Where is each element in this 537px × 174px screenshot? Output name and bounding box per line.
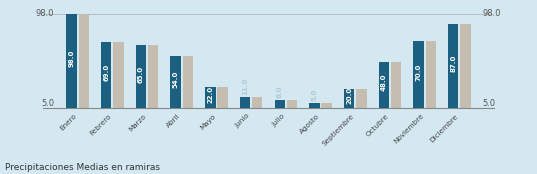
- Text: 69.0: 69.0: [103, 64, 110, 81]
- Text: 5.0: 5.0: [483, 99, 496, 108]
- Text: 8.0: 8.0: [277, 86, 283, 98]
- Text: 70.0: 70.0: [416, 63, 422, 81]
- Bar: [113, 42, 124, 108]
- Text: 87.0: 87.0: [450, 55, 456, 72]
- Bar: [344, 89, 354, 108]
- Bar: [322, 103, 332, 108]
- Text: Precipitaciones Medias en ramiras: Precipitaciones Medias en ramiras: [5, 163, 161, 172]
- Text: 98.0: 98.0: [483, 9, 501, 18]
- Text: 54.0: 54.0: [173, 71, 179, 88]
- Bar: [170, 56, 181, 108]
- Bar: [240, 97, 250, 108]
- Bar: [356, 89, 367, 108]
- Text: 5.0: 5.0: [311, 89, 317, 101]
- Text: 65.0: 65.0: [138, 66, 144, 83]
- Bar: [217, 87, 228, 108]
- Bar: [460, 24, 470, 108]
- Bar: [252, 97, 263, 108]
- Text: 5.0: 5.0: [41, 99, 54, 108]
- Bar: [101, 42, 112, 108]
- Bar: [309, 103, 320, 108]
- Text: 11.0: 11.0: [242, 78, 248, 95]
- Bar: [148, 45, 158, 108]
- Bar: [287, 100, 297, 108]
- Bar: [274, 100, 285, 108]
- Bar: [136, 45, 146, 108]
- Text: 48.0: 48.0: [381, 74, 387, 91]
- Bar: [183, 56, 193, 108]
- Bar: [391, 62, 401, 108]
- Text: 98.0: 98.0: [36, 9, 54, 18]
- Bar: [67, 14, 77, 108]
- Bar: [379, 62, 389, 108]
- Text: 22.0: 22.0: [207, 86, 213, 104]
- Bar: [78, 14, 89, 108]
- Bar: [425, 41, 436, 108]
- Text: 98.0: 98.0: [69, 50, 75, 67]
- Text: 20.0: 20.0: [346, 87, 352, 105]
- Bar: [413, 41, 424, 108]
- Bar: [205, 87, 215, 108]
- Bar: [448, 24, 459, 108]
